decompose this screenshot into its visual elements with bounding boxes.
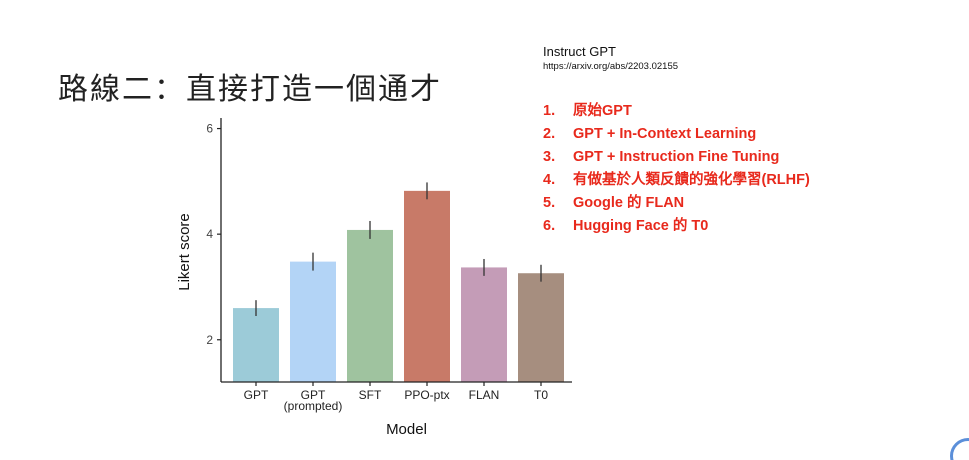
paper-title: Instruct GPT [543,44,616,59]
y-tick-label: 6 [206,122,213,136]
method-item: 1. 原始GPT [543,100,810,123]
y-axis-title: Likert score [176,213,193,291]
x-tick-label: GPT (prompted) [284,388,343,413]
method-number: 5. [543,195,556,211]
method-list: 1. 原始GPT 2. GPT + In-Context Learning 3. GP… [543,100,810,238]
method-number: 4. [543,172,556,188]
x-tick-label: PPO-ptx [404,388,449,402]
bar [233,308,279,382]
method-label: Hugging Face 的 T0 [573,218,709,234]
x-axis-title: Model [386,421,427,438]
method-number: 2. [543,126,556,142]
y-tick-label: 4 [206,227,213,241]
method-label: Google 的 FLAN [573,195,685,211]
method-item: 2. GPT + In-Context Learning [543,123,810,146]
bar [347,229,393,382]
method-number: 3. [543,149,556,165]
slide-title: 路線二：直接打造一個通才 [58,72,442,107]
bar [461,267,507,382]
x-tick-label: T0 [534,388,548,402]
paper-url[interactable]: https://arxiv.org/abs/2203.02155 [543,61,679,72]
bar [518,273,564,382]
method-item: 3. GPT + Instruction Fine Tuning [543,146,810,169]
y-tick-label: 2 [206,333,213,347]
method-label: GPT + Instruction Fine Tuning [573,149,780,165]
method-item: 5. Google 的 FLAN [543,192,810,215]
method-number: 1. [543,103,556,119]
method-number: 6. [543,218,556,234]
method-item: 6. Hugging Face 的 T0 [543,215,810,238]
method-label: GPT + In-Context Learning [573,126,757,142]
paper-reference: Instruct GPT https://arxiv.org/abs/2203.… [543,44,678,74]
x-tick-label: FLAN [469,388,500,402]
method-label: 原始GPT [573,103,632,119]
x-tick-label: GPT [244,388,269,402]
bar [290,261,336,382]
method-label: 有做基於人類反饋的強化學習(RLHF) [573,172,810,188]
bar [404,190,450,382]
method-item: 4. 有做基於人類反饋的強化學習(RLHF) [543,169,810,192]
x-tick-label: SFT [359,388,382,402]
corner-badge-icon [950,438,969,460]
